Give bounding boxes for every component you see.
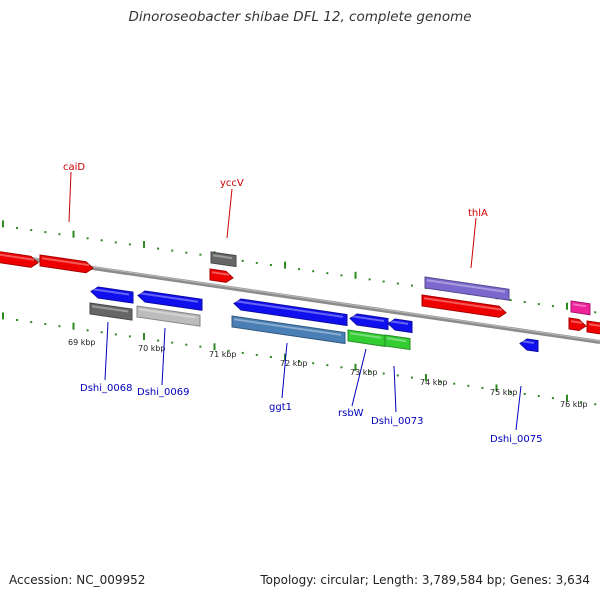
gene-ggt1-steel <box>231 315 346 345</box>
gene-top-1-highlight <box>0 253 35 261</box>
gene-Dshi_0068-blue <box>90 286 134 304</box>
Dshi_0073-leader <box>393 365 397 413</box>
gene-ggt1-blue-highlight <box>235 300 344 318</box>
gene-red-edge-2 <box>586 320 600 335</box>
gene-label-rsbW: rsbW <box>338 408 364 419</box>
gene-label-Dshi_0073: Dshi_0073 <box>371 416 423 427</box>
gene-Dshi_0069-blue <box>137 290 203 311</box>
gene-top-2 <box>39 254 94 274</box>
gene-Dshi_0068-gray-highlight <box>91 305 129 313</box>
genome-backbone <box>0 252 600 344</box>
accession-text: Accession: NC_009952 <box>9 573 146 587</box>
genome-summary-text: Topology: circular; Length: 3,789,584 bp… <box>260 573 590 587</box>
Dshi_0075-leader <box>515 385 522 431</box>
gene-thlA-purple-highlight <box>426 279 506 293</box>
gene-yccV-red-highlight <box>211 271 230 276</box>
yccV-leader <box>226 188 233 239</box>
gene-label-Dshi_0068: Dshi_0068 <box>80 383 132 394</box>
kbp-label-75: 75 kbp <box>490 388 518 397</box>
gene-Dshi_0075-blue <box>519 338 539 353</box>
gene-thlA-red-highlight <box>423 297 503 311</box>
ggt1-leader <box>281 342 288 399</box>
gene-thlA-purple <box>424 276 510 301</box>
gene-rsbW-green-highlight <box>349 332 382 339</box>
gene-label-caiD: caiD <box>63 162 85 173</box>
gene-Dshi_0075-blue-highlight <box>521 340 535 344</box>
gene-Dshi_0069-blue-highlight <box>139 292 199 303</box>
thlA-leader <box>470 217 477 269</box>
kbp-label-69: 69 kbp <box>68 338 96 347</box>
gene-label-Dshi_0069: Dshi_0069 <box>137 387 189 398</box>
gene-Dshi_0073-green <box>384 334 411 351</box>
gene-thlA-red <box>421 294 507 318</box>
tick-row-bottom <box>2 312 597 406</box>
gene-label-ggt1: ggt1 <box>269 402 292 413</box>
gene-ggt1-blue <box>233 298 348 327</box>
gene-label-yccV: yccV <box>220 178 244 189</box>
rsbW-leader <box>351 348 367 407</box>
gene-ggt1-steel-highlight <box>233 318 342 336</box>
gene-red-edge-1-highlight <box>570 320 583 324</box>
gene-features <box>0 251 600 353</box>
Dshi_0068-leader <box>104 321 109 381</box>
gene-top-2-highlight <box>41 257 90 267</box>
gene-label-thlA: thlA <box>468 208 488 219</box>
gene-yccV-gray-highlight <box>212 254 233 260</box>
gene-pink-highlight <box>572 303 587 308</box>
gene-Dshi_0073-blue <box>387 318 413 334</box>
gene-Dshi_0068-gray <box>89 302 133 321</box>
kbp-label-71: 71 kbp <box>209 350 237 359</box>
gene-rsbW-blue <box>349 313 389 331</box>
gene-pink <box>570 300 591 316</box>
map-title: Dinoroseobacter shibae DFL 12, complete … <box>128 9 472 25</box>
gene-top-1 <box>0 251 39 268</box>
gene-Dshi_0073-green-highlight <box>386 337 407 343</box>
kbp-label-74: 74 kbp <box>420 378 448 387</box>
gene-label-Dshi_0075: Dshi_0075 <box>490 434 542 445</box>
gene-Dshi_0073-blue-highlight <box>389 320 409 325</box>
gene-yccV-red <box>209 268 234 283</box>
gene-red-edge-2-highlight <box>588 323 600 327</box>
gene-yccV-gray <box>210 251 237 268</box>
kbp-label-73: 73 kbp <box>350 368 378 377</box>
gene-Dshi_0069-gray <box>136 305 201 327</box>
kbp-label-70: 70 kbp <box>138 344 166 353</box>
gene-rsbW-blue-highlight <box>351 315 385 322</box>
gene-Dshi_0069-gray-highlight <box>138 308 197 319</box>
gene-red-edge-1 <box>568 317 587 332</box>
caiD-leader <box>68 171 72 223</box>
kbp-label-72: 72 kbp <box>280 359 308 368</box>
kbp-label-76: 76 kbp <box>560 400 588 409</box>
gene-Dshi_0068-blue-highlight <box>92 288 130 296</box>
Dshi_0069-leader <box>161 327 166 386</box>
